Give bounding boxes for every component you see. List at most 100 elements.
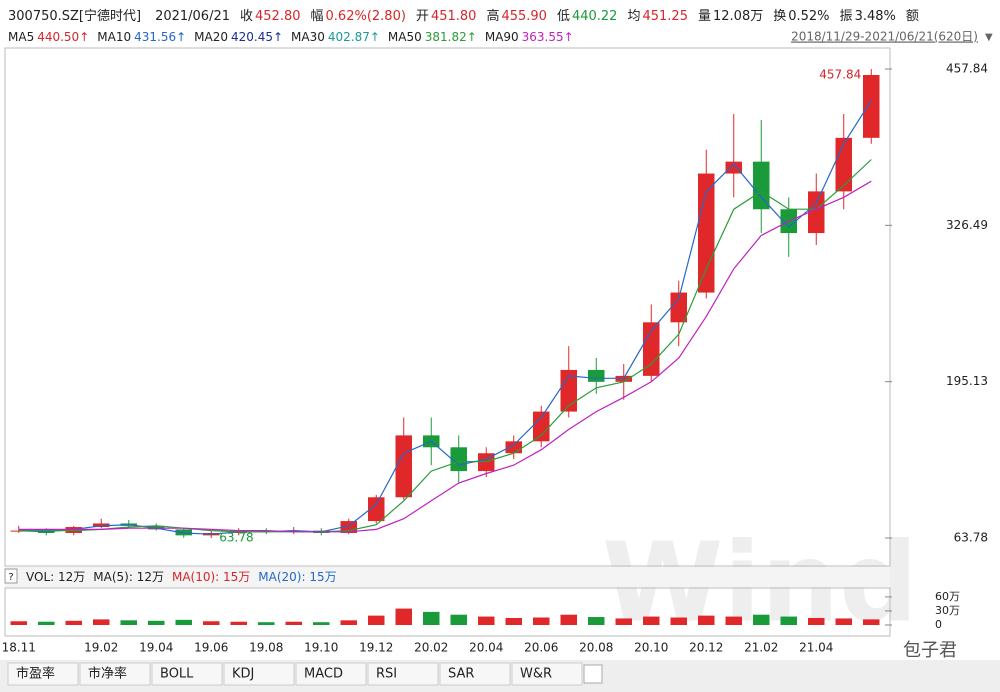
ma-label: MA10	[97, 30, 131, 44]
volume-bar	[340, 620, 357, 625]
x-tick-label: 20.06	[524, 641, 558, 655]
volume-label: VOL: 12万	[26, 570, 85, 584]
volume-bar	[588, 617, 605, 625]
volume-bar	[368, 615, 385, 625]
candle-body	[698, 173, 715, 293]
volume-toggle[interactable]	[4, 568, 18, 584]
ma-value: 381.82↑	[425, 30, 477, 44]
tab-label: SAR	[448, 667, 474, 682]
tab-label: MACD	[304, 667, 343, 682]
x-tick-label: 19.04	[139, 641, 173, 655]
ma-value: 420.45↑	[231, 30, 283, 44]
volume-bar	[120, 620, 137, 625]
candle-body	[670, 292, 687, 323]
candle-body	[533, 411, 550, 442]
field-value: 3.48%	[855, 9, 896, 24]
volume-bar	[10, 621, 27, 625]
price-frame	[4, 47, 891, 567]
stock-code: 300750.SZ[宁德时代]	[8, 8, 141, 24]
tab[interactable]	[367, 662, 439, 686]
candle-body	[808, 191, 825, 234]
tab-label: KDJ	[232, 667, 254, 682]
tab-label: 市盈率	[16, 666, 55, 682]
add-tab[interactable]	[583, 664, 603, 684]
volume-tick-label: 0	[935, 618, 942, 631]
volume-bar	[835, 618, 852, 625]
ma-value: 402.87↑	[328, 30, 380, 44]
ma-line	[18, 159, 872, 533]
field-label: 均	[627, 9, 640, 24]
volume-bar	[395, 608, 412, 625]
candle-body	[588, 369, 605, 382]
tab[interactable]	[7, 662, 79, 686]
candle-body	[10, 530, 27, 532]
candle-body	[560, 369, 577, 412]
volume-bar	[863, 619, 880, 625]
candle-body	[505, 441, 522, 454]
ma-line	[18, 99, 872, 535]
ma-line	[18, 180, 872, 533]
x-tick-label: 21.02	[744, 641, 778, 655]
volume-bar	[38, 621, 55, 625]
ma-value: 363.55↑	[522, 30, 574, 44]
volume-bar	[258, 622, 275, 625]
x-tick-label: 19.02	[84, 641, 118, 655]
field-label: 幅	[311, 9, 324, 24]
candle-body	[395, 435, 412, 498]
field-label: 高	[486, 8, 499, 24]
field-value: 440.22	[572, 9, 618, 24]
x-tick-label: 20.10	[634, 641, 668, 655]
x-tick-label: 19.06	[194, 641, 228, 655]
ma-value: 431.56↑	[134, 30, 186, 44]
tab[interactable]	[295, 662, 367, 686]
ma-label: MA90	[485, 30, 519, 44]
max-marker: 457.84	[819, 67, 861, 81]
volume-bar	[753, 614, 770, 625]
volume-bar	[560, 614, 577, 625]
volume-bar	[203, 621, 220, 625]
field-label: 换	[773, 9, 786, 24]
field-label: 收	[240, 9, 253, 24]
header: 300750.SZ[宁德时代] 2021/06/21 收 452.80 幅 0.62%(2…	[8, 8, 919, 24]
volume-label: MA(5): 12万	[93, 570, 164, 584]
volume-bar	[93, 619, 110, 625]
field-value: 12.08万	[713, 9, 763, 24]
ma-label: MA50	[388, 30, 422, 44]
x-tick-label: 20.04	[469, 641, 503, 655]
field-label: 额	[906, 9, 919, 24]
tab[interactable]	[151, 662, 223, 686]
volume-bar	[5, 567, 890, 587]
volume-label: MA(10): 15万	[172, 570, 250, 584]
volume-frame	[4, 587, 891, 637]
tab[interactable]	[223, 662, 295, 686]
candle-body	[368, 497, 385, 522]
x-tick-label: 20.08	[579, 641, 613, 655]
dropdown-icon[interactable]: ▼	[985, 32, 993, 43]
field-value: 452.80	[255, 9, 301, 24]
field-label: 开	[416, 9, 429, 24]
tab[interactable]	[511, 662, 583, 686]
ma-label: MA5	[8, 30, 34, 44]
min-marker: 63.78	[219, 531, 253, 545]
volume-bar	[670, 617, 687, 625]
ma-label: MA20	[194, 30, 228, 44]
date: 2021/06/21	[155, 9, 230, 24]
tab-label: BOLL	[160, 667, 194, 682]
tab-label: 市净率	[88, 666, 127, 682]
tab[interactable]	[79, 662, 151, 686]
field-value: 451.80	[431, 9, 477, 24]
x-tick-label: 19.10	[304, 641, 338, 655]
x-tick-label: 21.04	[799, 641, 833, 655]
field-label: 振	[840, 9, 853, 24]
candle-body	[863, 74, 880, 138]
ma-row: MA5 440.50↑ MA10 431.56↑ MA20 420.45↑ MA30 402.…	[8, 30, 574, 44]
field-label: 低	[557, 9, 570, 24]
volume-bar	[505, 617, 522, 625]
y-tick-label: 195.13	[946, 374, 988, 388]
field-value: 0.62%(2.80)	[326, 9, 406, 24]
tab[interactable]	[439, 662, 511, 686]
x-tick-label: 19.08	[249, 641, 283, 655]
volume-bar	[148, 620, 165, 625]
candle-body	[725, 161, 742, 174]
